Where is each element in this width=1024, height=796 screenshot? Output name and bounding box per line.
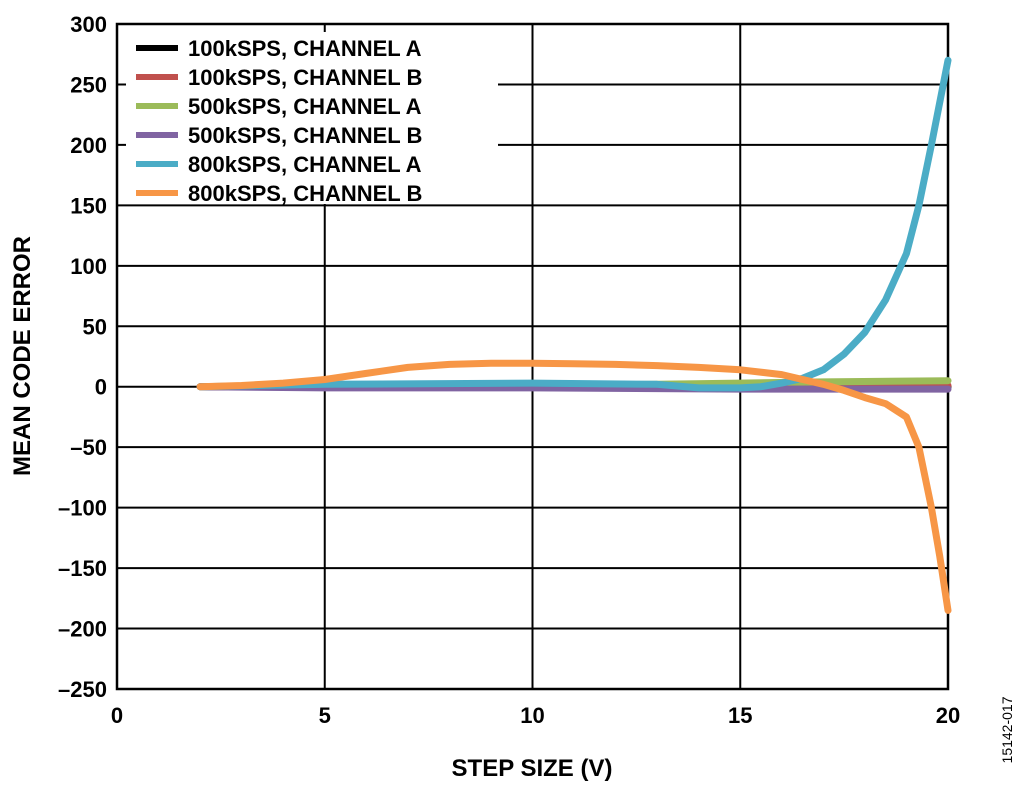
legend-label: 100kSPS, CHANNEL B <box>188 65 422 90</box>
y-tick-label: 50 <box>83 314 107 339</box>
x-tick-label: 10 <box>520 703 544 728</box>
y-tick-label: –50 <box>70 435 107 460</box>
legend-label: 500kSPS, CHANNEL B <box>188 123 422 148</box>
y-tick-label: –100 <box>58 496 107 521</box>
y-tick-label: 300 <box>70 12 107 37</box>
figure-id: 15142-017 <box>999 696 1015 763</box>
legend-background <box>126 32 498 204</box>
y-tick-label: –200 <box>58 617 107 642</box>
legend-label: 500kSPS, CHANNEL A <box>188 94 422 119</box>
y-axis-label: MEAN CODE ERROR <box>9 236 36 476</box>
y-tick-label: 250 <box>70 72 107 97</box>
y-tick-label: –150 <box>58 556 107 581</box>
x-tick-label: 5 <box>319 703 331 728</box>
x-tick-label: 0 <box>111 703 123 728</box>
y-tick-label: 200 <box>70 133 107 158</box>
y-tick-label: 150 <box>70 193 107 218</box>
legend-label: 100kSPS, CHANNEL A <box>188 36 422 61</box>
legend-label: 800kSPS, CHANNEL B <box>188 181 422 206</box>
x-tick-label: 15 <box>728 703 752 728</box>
y-tick-label: 100 <box>70 254 107 279</box>
x-axis-label: STEP SIZE (V) <box>452 755 613 782</box>
x-tick-label: 20 <box>936 703 960 728</box>
plot-frame <box>115 22 950 691</box>
series-line-5 <box>196 359 952 614</box>
y-tick-label: –250 <box>58 677 107 702</box>
y-tick-label: 0 <box>95 375 107 400</box>
legend-label: 800kSPS, CHANNEL A <box>188 152 422 177</box>
